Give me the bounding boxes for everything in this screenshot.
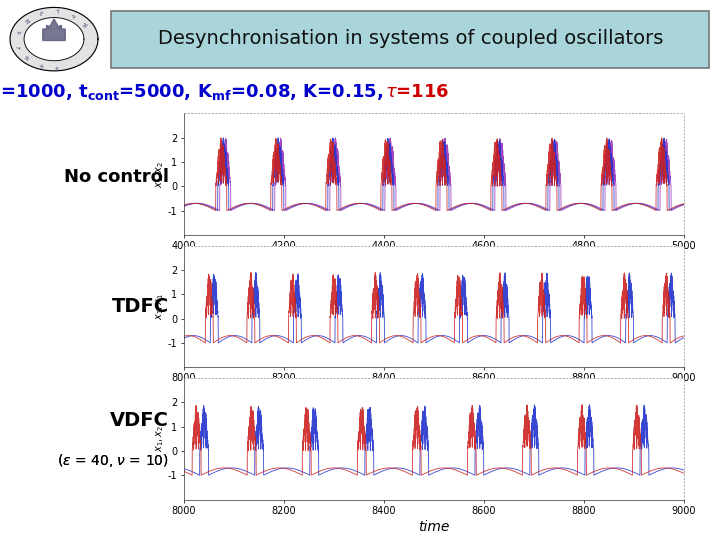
Text: $\tau$=116: $\tau$=116 <box>385 83 450 101</box>
Text: Е: Е <box>37 11 42 17</box>
Polygon shape <box>42 19 66 40</box>
Text: N=1000, t$_{\mathregular{cont}}$=5000, K$_{\mathregular{mf}}$=0.08, K=0.15,: N=1000, t$_{\mathregular{cont}}$=5000, K… <box>0 82 385 102</box>
Y-axis label: $x_1, x_1$: $x_1, x_1$ <box>155 293 166 320</box>
Text: А: А <box>55 63 60 69</box>
Text: И: И <box>22 54 29 60</box>
Text: А: А <box>71 14 77 19</box>
Text: Т: Т <box>15 43 20 48</box>
Text: TDFC: TDFC <box>112 297 169 316</box>
Text: Т: Т <box>56 10 59 15</box>
Text: А: А <box>15 31 20 35</box>
X-axis label: time: time <box>418 520 449 534</box>
Text: М: М <box>84 23 90 29</box>
Y-axis label: $x_1, x_2$: $x_1, x_2$ <box>155 161 166 187</box>
Text: ($\varepsilon$ = 40, $\nu$ = 10): ($\varepsilon$ = 40, $\nu$ = 10) <box>58 451 169 469</box>
Text: ($\varepsilon$ = 40, $\nu$ = 10): ($\varepsilon$ = 40, $\nu$ = 10) <box>58 451 169 469</box>
Y-axis label: $x_1, x_2$: $x_1, x_2$ <box>155 426 166 452</box>
Text: К: К <box>37 61 42 67</box>
Text: Desynchronisation in systems of coupled oscillators: Desynchronisation in systems of coupled … <box>158 29 663 48</box>
Text: М: М <box>22 18 29 25</box>
Text: No control: No control <box>64 168 169 186</box>
FancyBboxPatch shape <box>111 11 708 68</box>
Text: VDFC: VDFC <box>110 410 169 430</box>
